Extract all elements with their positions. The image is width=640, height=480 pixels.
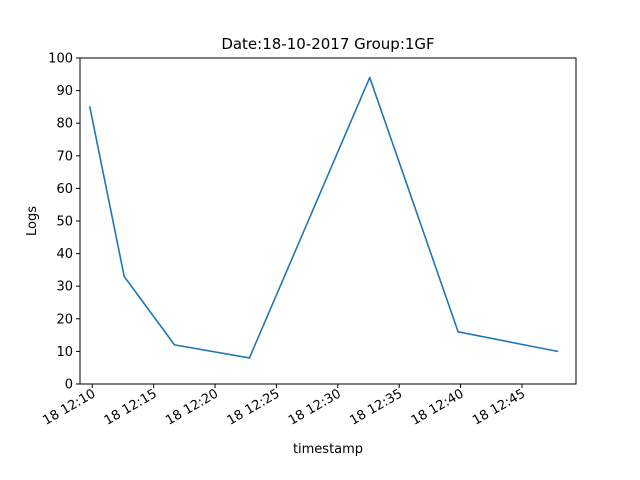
data-point xyxy=(123,275,125,278)
y-tick-label: 100 xyxy=(48,52,73,67)
y-tick-label: 90 xyxy=(56,84,73,99)
x-tick-label: 18 12:20 xyxy=(163,386,221,428)
data-point xyxy=(368,76,371,79)
x-tick-label: 18 12:45 xyxy=(470,386,528,428)
plot-frame xyxy=(79,57,577,385)
y-tick-label: 50 xyxy=(56,215,73,230)
y-axis: 0 10 20 30 40 50 60 70 80 90 100 xyxy=(48,52,80,393)
x-axis: 18 12:10 18 12:15 18 12:20 18 12:25 18 12:30… xyxy=(40,384,528,429)
y-tick-label: 0 xyxy=(65,378,73,393)
x-tick-label: 18 12:35 xyxy=(347,386,405,428)
y-tick-label: 10 xyxy=(56,345,73,360)
y-tick-label: 70 xyxy=(56,149,73,164)
y-tick-label: 30 xyxy=(56,280,73,295)
y-tick-label: 80 xyxy=(56,117,73,132)
x-tick-label: 18 12:10 xyxy=(40,386,98,428)
data-point xyxy=(457,331,459,333)
series-layer xyxy=(89,76,559,359)
series-line xyxy=(89,76,558,359)
chart-title: Date:18-10-2017 Group:1GF xyxy=(221,35,434,53)
y-tick-label: 20 xyxy=(56,312,73,327)
y-tick-label: 40 xyxy=(56,247,73,262)
data-point xyxy=(248,357,251,359)
y-axis-label: Logs xyxy=(25,206,40,236)
x-tick-label: 18 12:15 xyxy=(102,386,160,428)
data-point xyxy=(556,350,559,353)
x-tick-label: 18 12:30 xyxy=(286,386,344,428)
y-tick-label: 60 xyxy=(56,182,73,197)
x-tick-label: 18 12:40 xyxy=(409,386,467,428)
x-tick-label: 18 12:25 xyxy=(225,386,283,428)
data-point xyxy=(173,344,176,346)
data-point xyxy=(89,106,91,108)
x-axis-label: timestamp xyxy=(293,442,363,457)
